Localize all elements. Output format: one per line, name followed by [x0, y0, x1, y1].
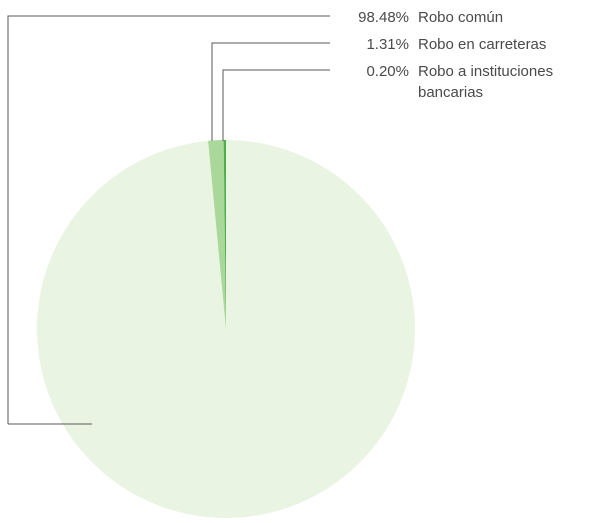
- percent-label-3: 0.20%: [366, 63, 409, 80]
- leader-line-3: [222, 69, 330, 141]
- category-label-3-line-2: bancarias: [418, 84, 483, 101]
- pie-slices: [36, 139, 415, 518]
- slice-robo-instituciones: [223, 139, 226, 329]
- category-label-1: Robo común: [418, 9, 503, 26]
- percent-label-1: 98.48%: [358, 9, 409, 26]
- percent-label-2: 1.31%: [366, 36, 409, 53]
- slice-robo-comun: [36, 140, 415, 518]
- leader-line-1: [7, 15, 330, 425]
- legend-labels: 98.48% Robo común 1.31% Robo en carreteras 0…: [358, 9, 553, 101]
- leader-line-2: [211, 42, 330, 141]
- category-label-2: Robo en carreteras: [418, 36, 546, 53]
- slice-robo-carreteras: [208, 140, 226, 329]
- category-label-3: Robo a instituciones: [418, 63, 553, 80]
- leader-lines: [7, 15, 330, 425]
